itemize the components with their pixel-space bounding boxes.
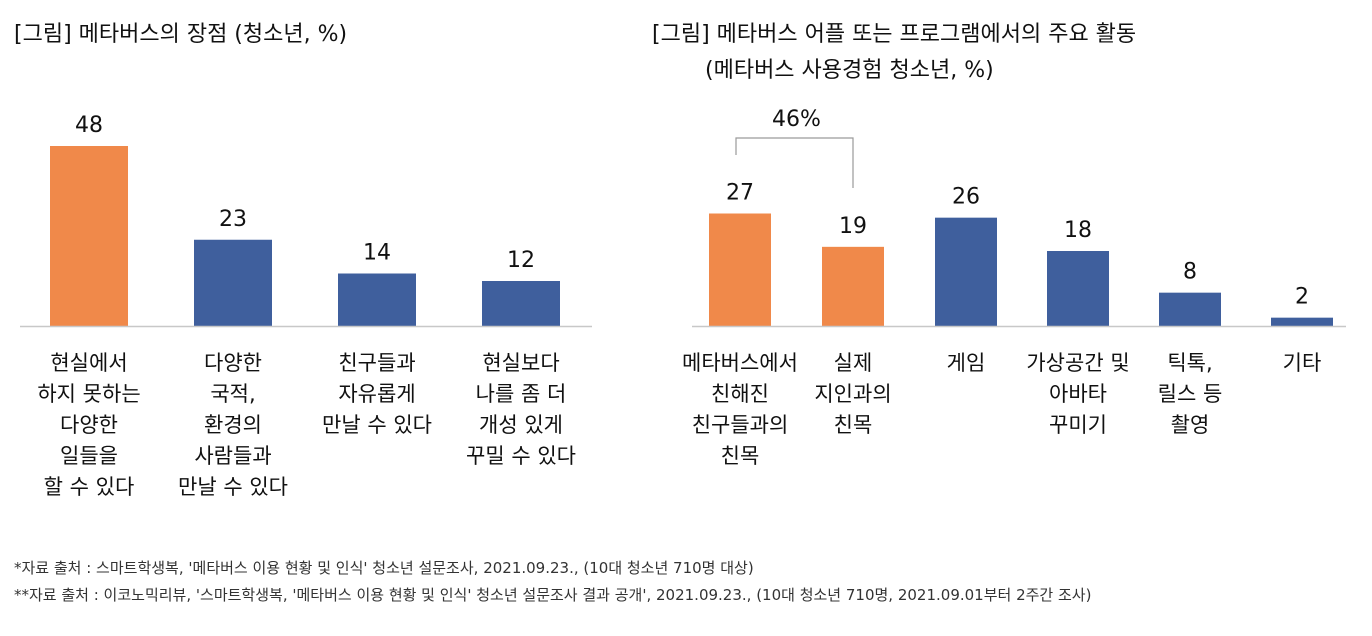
chart2-title: [그림] 메타버스 어플 또는 프로그램에서의 주요 활동 (652, 22, 1137, 47)
chart1-value-label-3: 12 (507, 248, 535, 273)
chart1-category-line: 사람들과 (194, 444, 271, 468)
chart1-category-line: 현실보다 (482, 351, 559, 375)
chart1-bar-1 (194, 239, 272, 326)
chart2-bar-1 (822, 246, 884, 326)
footnote-1: *자료 출처 : 스마트학생복, '메타버스 이용 현황 및 인식' 청소년 설… (14, 559, 754, 577)
chart1-category-line: 다양한 (60, 413, 118, 437)
chart1-title: [그림] 메타버스의 장점 (청소년, %) (14, 22, 348, 47)
chart1-category-line: 개성 있게 (479, 413, 563, 437)
chart1-category-line: 할 수 있다 (44, 475, 135, 499)
chart1-category-line: 꾸밀 수 있다 (466, 444, 576, 468)
chart2-category-line: 가상공간 및 (1026, 351, 1129, 375)
chart2-value-label-1: 19 (839, 214, 867, 239)
chart2-category-line: 메타버스에서 (682, 351, 798, 375)
chart1-category-line: 다양한 (204, 351, 262, 375)
chart1-category-line: 자유롭게 (338, 382, 415, 406)
chart2-bar-0 (709, 213, 771, 326)
chart2-bar-5 (1271, 317, 1333, 326)
chart2-category-line: 친해진 (711, 382, 769, 406)
chart2-category-line: 친목 (721, 444, 760, 468)
annotation-label: 46% (772, 107, 821, 132)
chart2-bar-4 (1159, 292, 1221, 326)
chart1-category-line: 국적, (210, 382, 255, 406)
chart2-bar-2 (935, 217, 997, 326)
chart2-category-line: 릴스 등 (1158, 382, 1223, 406)
chart1-bar-3 (482, 281, 560, 326)
chart1-category-line: 나를 좀 더 (476, 382, 567, 406)
chart1-category-line: 만날 수 있다 (322, 413, 432, 437)
chart1-value-label-2: 14 (363, 241, 391, 266)
chart2-value-label-4: 8 (1183, 260, 1197, 285)
chart2-value-label-5: 2 (1295, 285, 1309, 310)
chart2-category-label-5: 기타 (1283, 351, 1322, 375)
annotation-bracket (735, 137, 854, 188)
chart1-category-line: 만날 수 있다 (178, 475, 288, 499)
chart2-bar-3 (1047, 251, 1109, 326)
chart2-category-line: 촬영 (1171, 413, 1210, 437)
chart2-category-line: 기타 (1283, 351, 1322, 375)
chart2-category-line: 꾸미기 (1049, 413, 1107, 437)
chart2-category-line: 친목 (834, 413, 873, 437)
chart2-value-label-0: 27 (726, 181, 754, 206)
chart2-value-label-2: 26 (952, 185, 980, 210)
chart2-category-line: 지인과의 (814, 382, 891, 406)
chart1-bar-0 (50, 146, 128, 326)
chart1-bar-2 (338, 273, 416, 326)
chart2-category-line: 실제 (834, 351, 873, 375)
chart2-subtitle: (메타버스 사용경험 청소년, %) (705, 58, 994, 83)
chart2-category-line: 게임 (947, 351, 986, 375)
chart1-category-line: 현실에서 (50, 351, 127, 375)
chart1-category-line: 환경의 (204, 413, 262, 437)
chart1-category-line: 일들을 (60, 444, 118, 468)
chart1-value-label-1: 23 (219, 207, 247, 232)
chart2-value-label-3: 18 (1064, 218, 1092, 243)
chart2-category-line: 친구들과의 (692, 413, 789, 437)
chart2-category-line: 틱톡, (1167, 351, 1212, 375)
chart1-category-line: 친구들과 (338, 351, 415, 375)
chart2-category-label-2: 게임 (947, 351, 986, 375)
chart1-category-line: 하지 못하는 (37, 382, 140, 406)
footnote-2: **자료 출처 : 이코노믹리뷰, '스마트학생복, '메타버스 이용 현황 및… (14, 586, 1092, 604)
chart2-category-line: 아바타 (1049, 382, 1107, 406)
chart1-value-label-0: 48 (75, 113, 103, 138)
